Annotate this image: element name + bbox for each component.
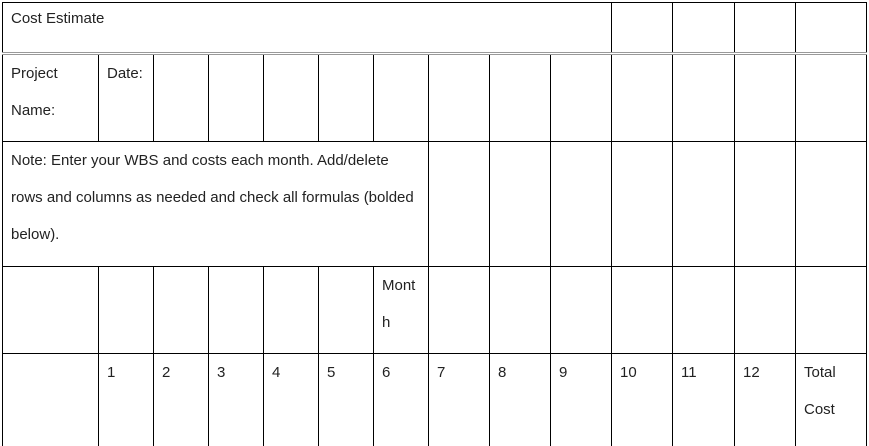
cell[interactable]	[796, 267, 867, 354]
month-label[interactable]: Month	[374, 267, 429, 354]
cell[interactable]	[264, 54, 319, 142]
cell[interactable]	[551, 54, 612, 142]
cell[interactable]	[735, 54, 796, 142]
cell[interactable]	[429, 267, 490, 354]
month-header-row: Month	[3, 267, 867, 354]
month-number[interactable]: 3	[209, 354, 264, 446]
title-row: Cost Estimate	[3, 3, 867, 54]
cell[interactable]	[429, 54, 490, 142]
cell[interactable]	[673, 267, 735, 354]
cell[interactable]	[490, 54, 551, 142]
month-number[interactable]: 5	[319, 354, 374, 446]
cell[interactable]	[154, 267, 209, 354]
cell[interactable]	[374, 54, 429, 142]
cell[interactable]	[319, 54, 374, 142]
cell[interactable]	[735, 142, 796, 267]
cell[interactable]	[154, 54, 209, 142]
cell[interactable]	[551, 267, 612, 354]
month-number[interactable]: 10	[612, 354, 673, 446]
cell[interactable]	[796, 54, 867, 142]
cell[interactable]	[612, 142, 673, 267]
cell[interactable]	[99, 267, 154, 354]
cell[interactable]	[209, 54, 264, 142]
cell[interactable]	[735, 267, 796, 354]
month-numbers-row: 1 2 3 4 5 6 7 8 9 10 11 12 Total Cost	[3, 354, 867, 446]
cell[interactable]	[612, 3, 673, 54]
cell[interactable]	[319, 267, 374, 354]
cell[interactable]	[3, 354, 99, 446]
total-cost-label[interactable]: Total Cost	[796, 354, 867, 446]
note-cell[interactable]: Note: Enter your WBS and costs each mont…	[3, 142, 429, 267]
cell[interactable]	[551, 142, 612, 267]
cell[interactable]	[612, 54, 673, 142]
cell[interactable]	[264, 267, 319, 354]
month-number[interactable]: 6	[374, 354, 429, 446]
month-number[interactable]: 11	[673, 354, 735, 446]
month-number[interactable]: 4	[264, 354, 319, 446]
cell[interactable]	[3, 267, 99, 354]
cell[interactable]	[490, 142, 551, 267]
note-row: Note: Enter your WBS and costs each mont…	[3, 142, 867, 267]
cell[interactable]	[796, 142, 867, 267]
month-number[interactable]: 9	[551, 354, 612, 446]
cell[interactable]	[429, 142, 490, 267]
cell[interactable]	[673, 3, 735, 54]
month-number[interactable]: 7	[429, 354, 490, 446]
cell[interactable]	[209, 267, 264, 354]
project-name-label[interactable]: Project Name:	[3, 54, 99, 142]
cell[interactable]	[673, 142, 735, 267]
month-number[interactable]: 12	[735, 354, 796, 446]
project-row: Project Name: Date:	[3, 54, 867, 142]
month-number[interactable]: 2	[154, 354, 209, 446]
cell[interactable]	[490, 267, 551, 354]
cell[interactable]	[673, 54, 735, 142]
cell[interactable]	[612, 267, 673, 354]
date-label[interactable]: Date:	[99, 54, 154, 142]
title-cell[interactable]: Cost Estimate	[3, 3, 612, 54]
month-number[interactable]: 1	[99, 354, 154, 446]
cell[interactable]	[796, 3, 867, 54]
cell[interactable]	[735, 3, 796, 54]
month-number[interactable]: 8	[490, 354, 551, 446]
